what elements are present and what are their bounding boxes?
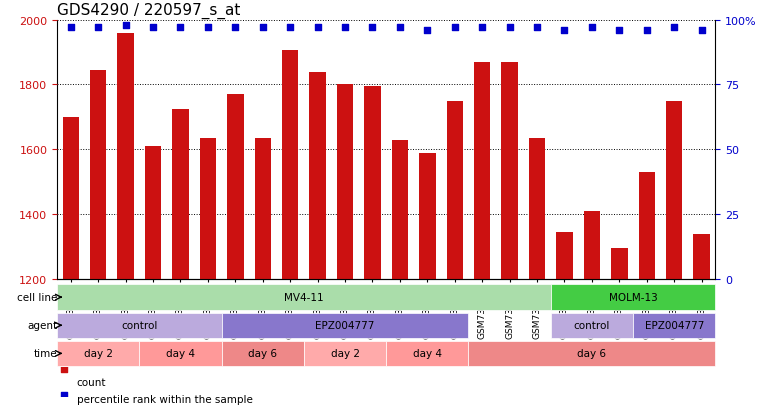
Bar	[337, 85, 353, 279]
Text: EPZ004777: EPZ004777	[645, 320, 704, 330]
Point	[311, 25, 323, 32]
Bar	[556, 233, 573, 279]
FancyBboxPatch shape	[469, 341, 715, 366]
Bar	[310, 72, 326, 279]
Bar	[90, 71, 107, 279]
FancyBboxPatch shape	[221, 313, 469, 338]
Point	[559, 28, 571, 34]
FancyBboxPatch shape	[57, 313, 221, 338]
Text: cell line: cell line	[17, 292, 57, 302]
Point	[613, 28, 626, 34]
Point	[422, 28, 434, 34]
Bar	[638, 173, 655, 279]
Bar	[62, 118, 79, 279]
Bar	[365, 87, 380, 279]
Text: control: control	[574, 320, 610, 330]
Point	[174, 25, 186, 32]
Text: day 4: day 4	[166, 349, 195, 358]
Point	[366, 25, 378, 32]
Point	[256, 25, 269, 32]
FancyBboxPatch shape	[633, 313, 715, 338]
Text: MV4-11: MV4-11	[284, 292, 323, 302]
Point	[65, 25, 77, 32]
Text: agent: agent	[27, 320, 57, 330]
Bar	[172, 109, 189, 279]
Point	[284, 25, 296, 32]
Bar	[199, 139, 216, 279]
Text: GDS4290 / 220597_s_at: GDS4290 / 220597_s_at	[57, 3, 240, 19]
Bar	[117, 33, 134, 279]
Text: control: control	[121, 320, 158, 330]
Point	[696, 28, 708, 34]
Text: day 2: day 2	[330, 349, 359, 358]
Bar	[145, 147, 161, 279]
Text: count: count	[77, 377, 107, 387]
Text: MOLM-13: MOLM-13	[609, 292, 658, 302]
Bar	[227, 95, 244, 279]
Point	[202, 25, 214, 32]
Text: day 2: day 2	[84, 349, 113, 358]
Point	[586, 25, 598, 32]
Bar	[282, 51, 298, 279]
Point	[339, 25, 351, 32]
Bar	[666, 102, 683, 279]
FancyBboxPatch shape	[221, 341, 304, 366]
Point	[119, 23, 132, 29]
FancyBboxPatch shape	[386, 341, 469, 366]
Point	[229, 25, 241, 32]
Point	[394, 25, 406, 32]
Text: EPZ004777: EPZ004777	[315, 320, 374, 330]
Bar	[529, 139, 546, 279]
Bar	[419, 153, 435, 279]
Bar	[474, 63, 490, 279]
Point	[58, 392, 70, 399]
Text: day 4: day 4	[413, 349, 442, 358]
Text: time: time	[33, 349, 57, 358]
Bar	[447, 102, 463, 279]
FancyBboxPatch shape	[57, 285, 551, 310]
Point	[641, 28, 653, 34]
Text: day 6: day 6	[248, 349, 277, 358]
FancyBboxPatch shape	[551, 313, 633, 338]
FancyBboxPatch shape	[139, 341, 221, 366]
Point	[92, 25, 104, 32]
Point	[504, 25, 516, 32]
Point	[58, 366, 70, 372]
Bar	[693, 234, 710, 279]
Point	[531, 25, 543, 32]
Point	[449, 25, 461, 32]
FancyBboxPatch shape	[57, 341, 139, 366]
Bar	[611, 249, 628, 279]
Point	[668, 25, 680, 32]
Text: percentile rank within the sample: percentile rank within the sample	[77, 394, 253, 404]
FancyBboxPatch shape	[304, 341, 386, 366]
Point	[147, 25, 159, 32]
Text: day 6: day 6	[578, 349, 607, 358]
Bar	[254, 139, 271, 279]
Bar	[392, 140, 408, 279]
FancyBboxPatch shape	[551, 285, 715, 310]
Point	[476, 25, 489, 32]
Bar	[584, 211, 600, 279]
Bar	[501, 63, 517, 279]
